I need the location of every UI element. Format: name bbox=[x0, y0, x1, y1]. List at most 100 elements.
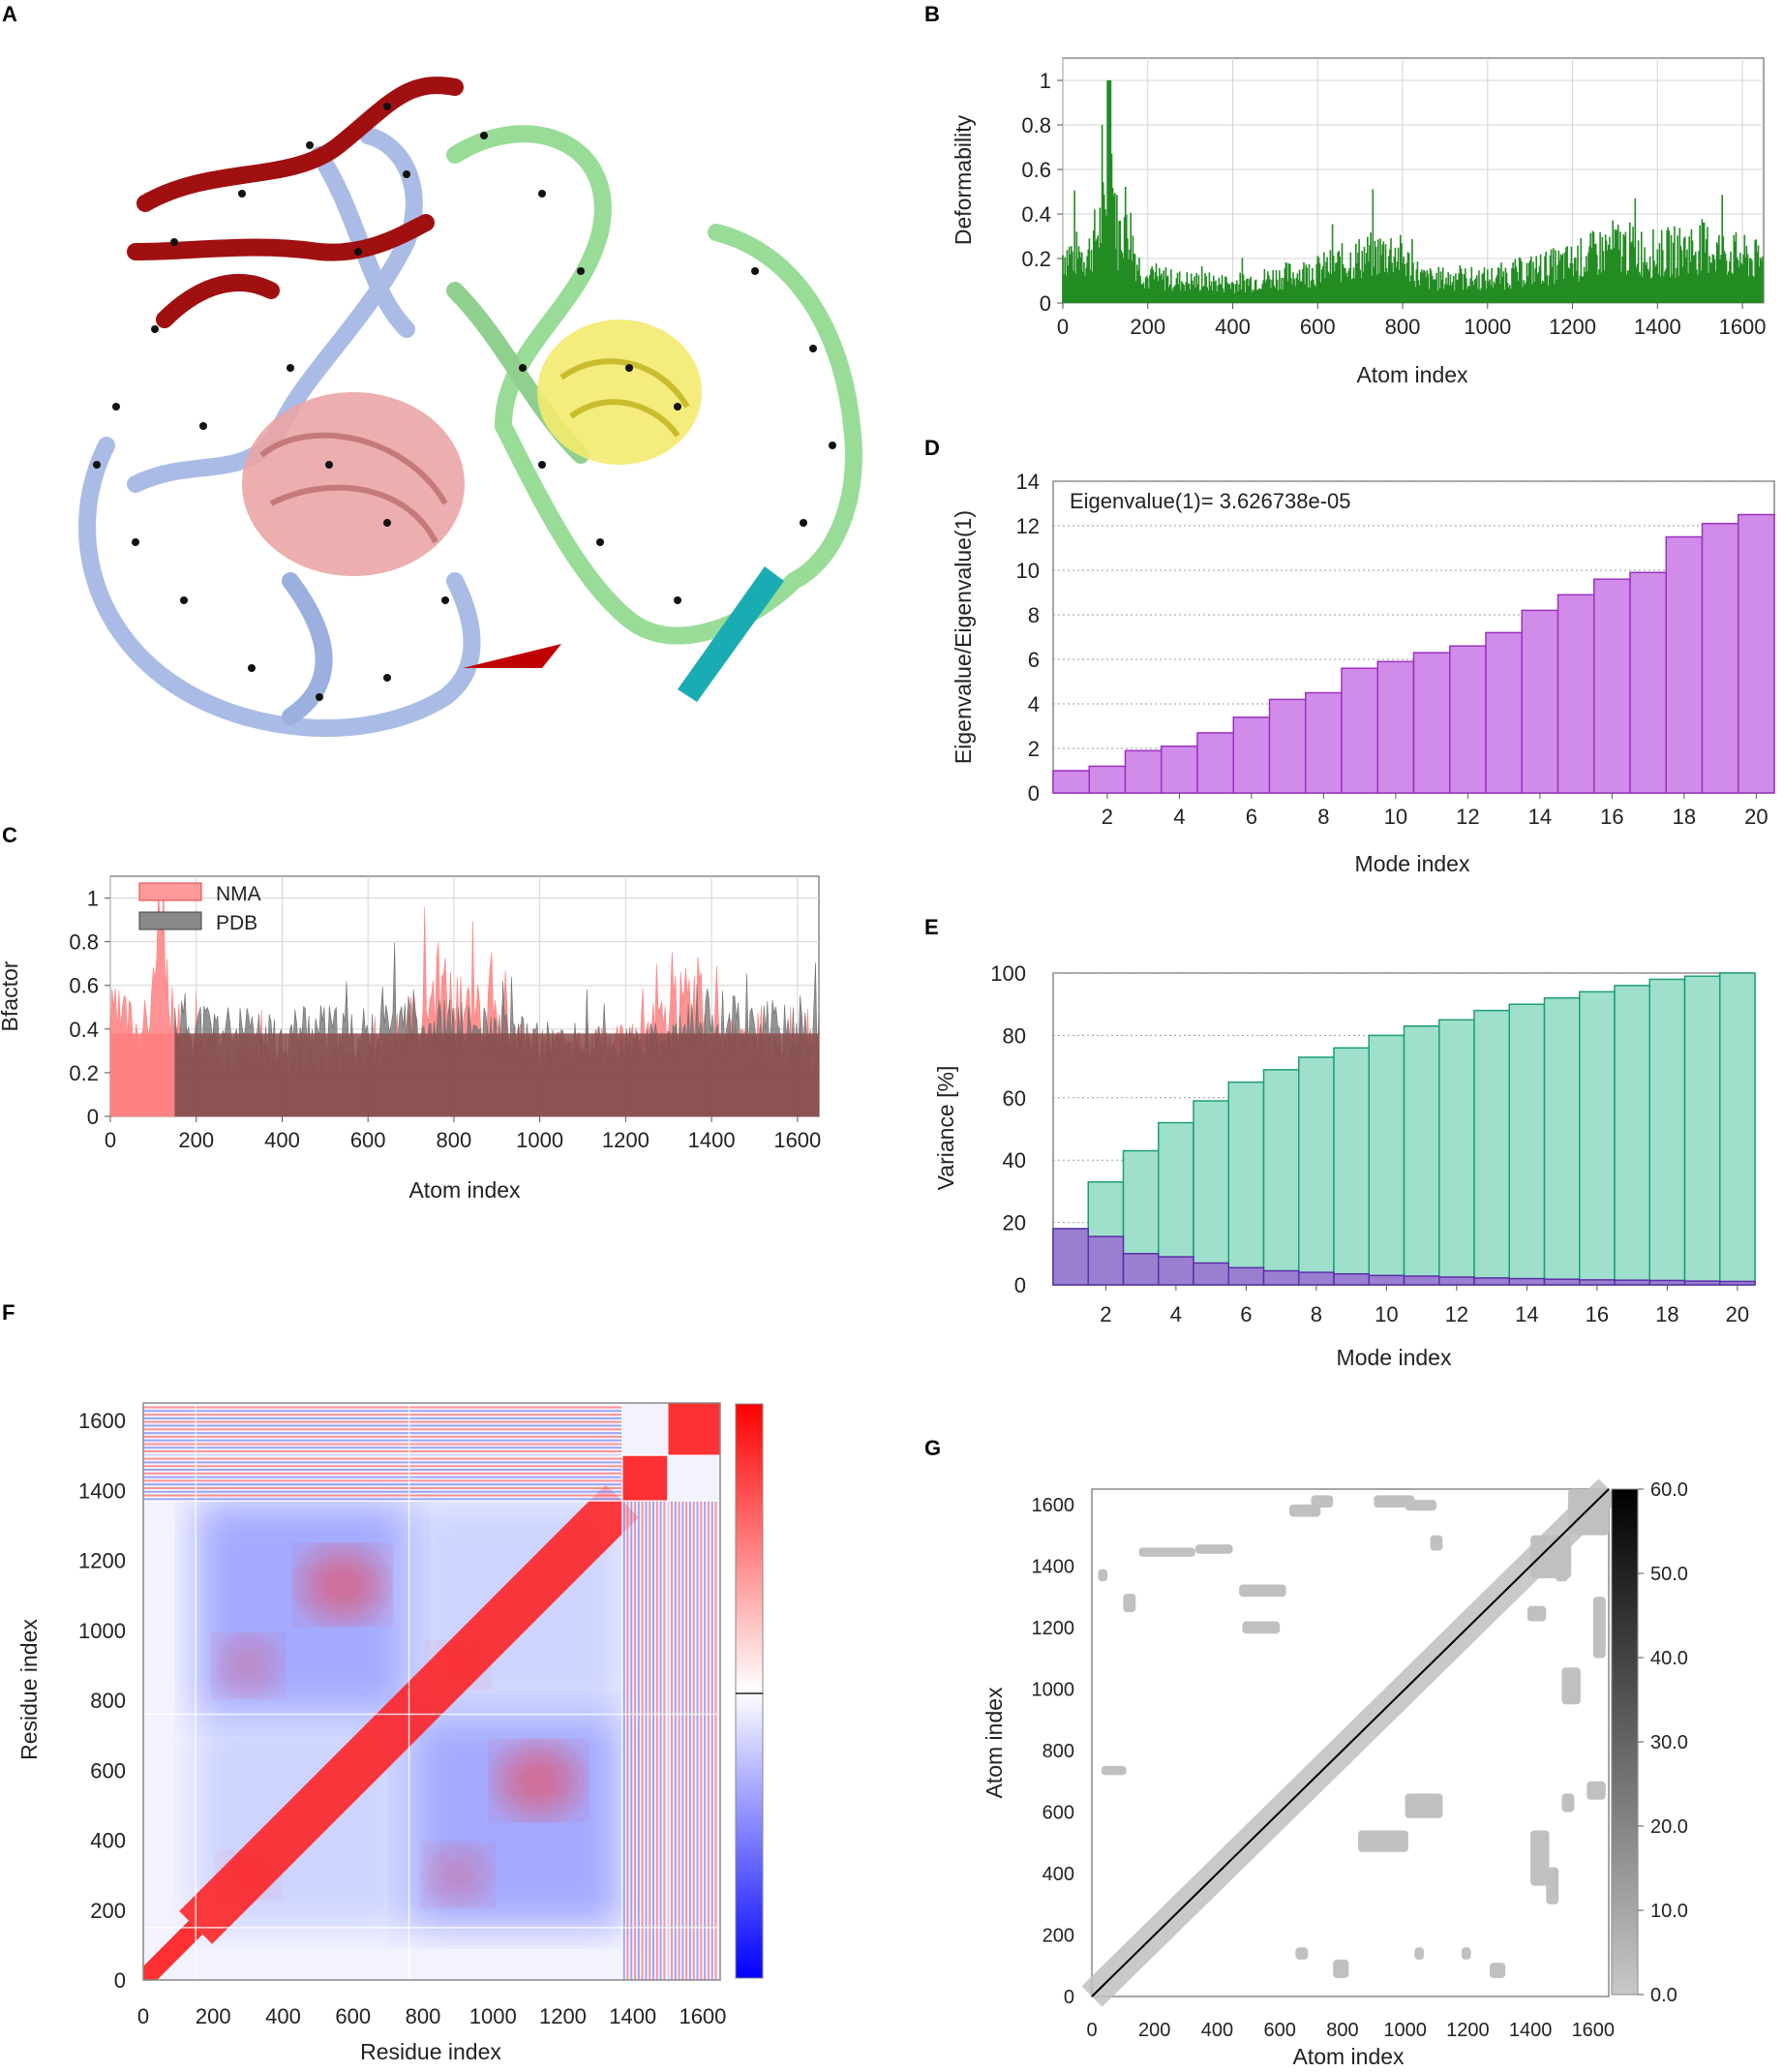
x-tick-label: 10 bbox=[1384, 805, 1407, 829]
eigenvalue-bar bbox=[1161, 745, 1198, 794]
variance-x-axis-label: Mode index bbox=[1337, 1345, 1452, 1370]
x-tick-label: 0 bbox=[105, 1128, 116, 1152]
eigenvalue-bar bbox=[1521, 609, 1559, 794]
contact-patch bbox=[1295, 1947, 1309, 1960]
cumulative-variance-bar bbox=[1368, 1034, 1405, 1286]
x-tick-label: 200 bbox=[196, 2004, 231, 2028]
positive-correlation-blob bbox=[496, 1745, 581, 1816]
y-tick-label: 1000 bbox=[1032, 1679, 1075, 1700]
y-tick-label: 60 bbox=[1003, 1086, 1026, 1111]
contact-patch bbox=[1358, 1830, 1408, 1852]
individual-variance-bar bbox=[1508, 1277, 1546, 1286]
contact-patch bbox=[1374, 1495, 1415, 1508]
individual-variance-bar bbox=[1158, 1256, 1194, 1286]
positive-correlation-blob bbox=[300, 1549, 385, 1620]
eigenvalue-annotation: Eigenvalue(1)= 3.626738e-05 bbox=[1070, 489, 1351, 513]
colorbar-tick-label: 50.0 bbox=[1650, 1564, 1688, 1585]
contact-patch bbox=[1592, 1597, 1606, 1659]
colorbar-tick-label: 10.0 bbox=[1650, 1901, 1688, 1922]
cumulative-variance-bar bbox=[1403, 1024, 1440, 1286]
y-tick-label: 1200 bbox=[78, 1549, 126, 1573]
y-tick-label: 14 bbox=[1016, 470, 1040, 494]
bfactor-chart: 0 200 400 600 800 1000 1200 1400 1600 0 0.2 0.4 0.6 0… bbox=[0, 875, 821, 1203]
cumulative-variance-bar bbox=[1614, 985, 1650, 1286]
contact-patch bbox=[1194, 1544, 1233, 1554]
deformability-bars bbox=[1062, 80, 1764, 303]
contact-patch bbox=[1526, 1605, 1547, 1622]
panel-label-a: A bbox=[2, 2, 17, 26]
x-tick-label: 18 bbox=[1655, 1302, 1678, 1326]
x-tick-label: 14 bbox=[1515, 1302, 1538, 1326]
eigenvalue-bar bbox=[1665, 535, 1704, 794]
eigenvalue-bar bbox=[1232, 716, 1271, 794]
x-tick-label: 400 bbox=[265, 2004, 301, 2028]
x-tick-label: 0 bbox=[1057, 315, 1069, 339]
y-tick-label: 400 bbox=[1043, 1864, 1074, 1885]
x-tick-label: 1400 bbox=[609, 2004, 656, 2028]
x-tick-label: 18 bbox=[1673, 805, 1696, 829]
individual-variance-bar bbox=[1614, 1279, 1650, 1286]
cumulative-variance-bar bbox=[1648, 978, 1686, 1286]
y-tick-label: 0.6 bbox=[69, 974, 99, 998]
contact-patch bbox=[1405, 1500, 1436, 1511]
individual-variance-bar bbox=[1648, 1279, 1686, 1286]
individual-variance-bar bbox=[1473, 1277, 1510, 1286]
x-tick-label: 14 bbox=[1528, 805, 1552, 829]
eigenvalue-bar bbox=[1556, 594, 1595, 794]
y-tick-label: 80 bbox=[1003, 1023, 1026, 1048]
diagonal-line bbox=[1091, 1488, 1610, 1997]
deformability-x-axis-label: Atom index bbox=[1356, 362, 1468, 387]
covariance-y-axis-label: Residue index bbox=[16, 1619, 42, 1760]
cumulative-variance-bar bbox=[1438, 1019, 1475, 1286]
individual-variance-bar bbox=[1579, 1279, 1616, 1286]
cumulative-variance-bar bbox=[1719, 972, 1756, 1286]
x-tick-label: 16 bbox=[1586, 1302, 1609, 1326]
eigenvalue-bar bbox=[1341, 667, 1378, 794]
contact-patch bbox=[1461, 1947, 1471, 1960]
x-tick-label: 12 bbox=[1456, 805, 1479, 829]
x-tick-label: 1000 bbox=[1383, 2020, 1427, 2041]
individual-variance-bar bbox=[1368, 1274, 1405, 1286]
y-tick-label: 1 bbox=[1040, 69, 1051, 93]
y-tick-label: 6 bbox=[1028, 648, 1040, 672]
x-tick-label: 1200 bbox=[1549, 315, 1596, 339]
panel-label-b: B bbox=[924, 2, 940, 26]
y-tick-label: 0.4 bbox=[69, 1018, 99, 1042]
x-tick-label: 400 bbox=[1215, 315, 1251, 339]
eigenvalue-x-axis-label: Mode index bbox=[1355, 851, 1470, 876]
x-tick-label: 800 bbox=[437, 1128, 472, 1152]
legend-pdb-label: PDB bbox=[216, 912, 257, 934]
contact-patch bbox=[1239, 1584, 1286, 1598]
x-tick-label: 1400 bbox=[1509, 2020, 1553, 2041]
individual-variance-bar bbox=[1438, 1276, 1475, 1286]
x-tick-label: 1600 bbox=[1572, 2020, 1616, 2041]
y-tick-label: 0.8 bbox=[1021, 113, 1051, 137]
elastic-network-map: 0 200 400 600 800 1000 1200 1400 1600 0 200 400 600 8… bbox=[982, 1478, 1688, 2069]
x-tick-label: 20 bbox=[1744, 805, 1768, 829]
cumulative-variance-bar bbox=[1543, 997, 1581, 1286]
individual-variance-bar bbox=[1403, 1275, 1440, 1286]
eigenvalue-bar bbox=[1124, 749, 1163, 794]
cumulative-variance-bar bbox=[1298, 1056, 1335, 1286]
x-tick-label: 8 bbox=[1311, 1302, 1322, 1326]
colorbar-tick-label: 0.0 bbox=[1650, 1985, 1677, 2006]
x-tick-label: 1600 bbox=[773, 1128, 821, 1152]
y-tick-label: 1000 bbox=[78, 1619, 126, 1643]
y-tick-label: 0 bbox=[1028, 781, 1040, 806]
bfactor-x-axis-label: Atom index bbox=[408, 1177, 521, 1203]
covariance-x-axis-label: Residue index bbox=[360, 2039, 501, 2064]
y-tick-label: 0.4 bbox=[1021, 202, 1051, 227]
individual-variance-bar bbox=[1087, 1235, 1125, 1286]
variance-y-axis-label: Variance [%] bbox=[933, 1066, 958, 1191]
covariance-map bbox=[143, 1403, 720, 1980]
colorbar-tick-label: 20.0 bbox=[1650, 1816, 1688, 1838]
cumulative-variance-bar bbox=[1262, 1069, 1300, 1286]
contact-patch bbox=[1561, 1667, 1581, 1705]
y-tick-label: 1200 bbox=[1032, 1618, 1075, 1639]
cumulative-variance-bar bbox=[1473, 1009, 1510, 1286]
x-tick-label: 1400 bbox=[688, 1128, 736, 1152]
individual-variance-bar bbox=[1543, 1278, 1581, 1286]
contact-patch bbox=[1333, 1959, 1349, 1978]
y-tick-label: 600 bbox=[1043, 1802, 1074, 1823]
